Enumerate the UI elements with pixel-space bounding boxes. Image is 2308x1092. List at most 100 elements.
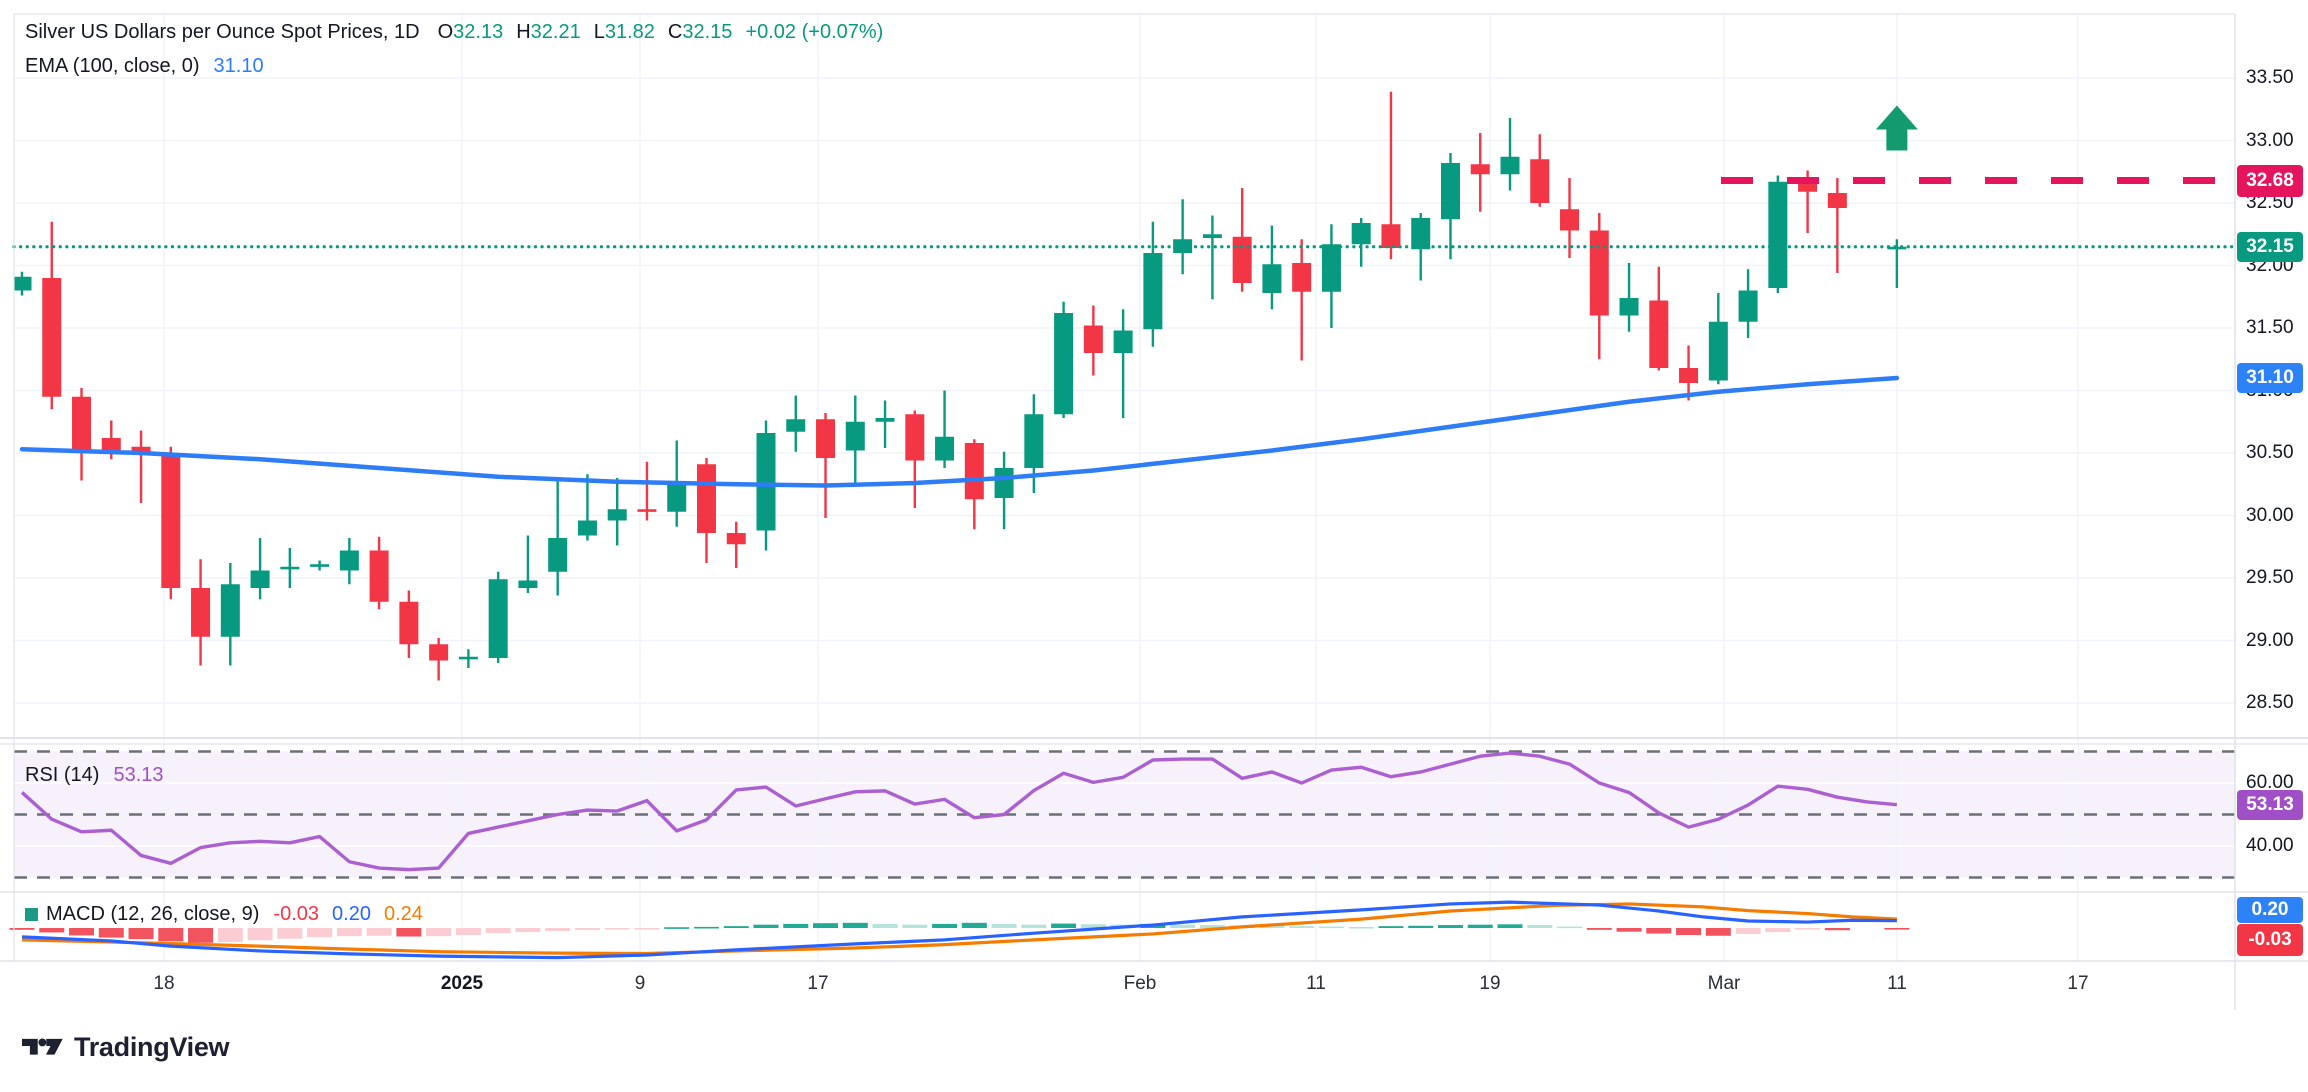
candle [786, 419, 806, 432]
candle [161, 455, 181, 588]
candle [816, 419, 836, 458]
candle [1619, 298, 1639, 316]
candle [369, 550, 389, 602]
candle [637, 509, 657, 512]
candle [1470, 164, 1490, 175]
macd-hist-value: -0.03 [273, 903, 320, 925]
candle [1738, 290, 1758, 322]
macd-line-value: 0.20 [332, 903, 371, 925]
time-tick-label: 17 [2067, 973, 2089, 994]
tradingview-logo-text: TradingView [74, 1032, 230, 1062]
time-tick-label: 18 [153, 973, 175, 994]
macd-legend[interactable]: MACD (12, 26, close, 9) -0.03 0.20 0.24 [25, 903, 423, 926]
candle [131, 446, 151, 453]
rsi-label: RSI (14) [25, 764, 100, 786]
price-tick-label: 30.50 [2246, 442, 2294, 463]
candle [42, 278, 62, 397]
rsi-legend[interactable]: RSI (14) 53.13 [25, 764, 164, 787]
candle [518, 580, 538, 588]
candle [1679, 368, 1699, 383]
time-tick-label: Mar [1707, 973, 1741, 994]
rsi-dashed-levels [14, 750, 2235, 879]
gridlines [14, 14, 2235, 961]
macd-indicator-icon [25, 908, 38, 921]
last-price-badge: 32.15 [2237, 231, 2303, 262]
rsi-value: 53.13 [113, 764, 164, 786]
candle [577, 520, 597, 536]
candle [1440, 163, 1460, 220]
price-tick-label: 28.50 [2246, 692, 2294, 713]
tradingview-logo[interactable]: TradingView [22, 1032, 230, 1063]
rsi-tick-label: 40.00 [2246, 835, 2294, 856]
candle [1054, 313, 1074, 415]
time-tick-label: 11 [1887, 973, 1907, 994]
marker-layer [1875, 105, 1918, 151]
price-tick-label: 29.00 [2246, 629, 2294, 651]
resistance-price-badge[interactable]: 32.68 [2237, 164, 2303, 197]
candle [905, 414, 925, 461]
candle [1530, 159, 1550, 203]
candle [935, 436, 955, 461]
ema-label: EMA (100, close, 0) [25, 55, 200, 77]
candle [1024, 414, 1044, 468]
candle [1083, 325, 1103, 353]
candle [1768, 181, 1788, 288]
candle [1560, 209, 1580, 231]
symbol-legend[interactable]: Silver US Dollars per Ounce Spot Prices,… [25, 21, 883, 44]
candle [280, 566, 300, 570]
candle [1202, 234, 1222, 238]
ohlc-open: O32.13 [437, 21, 504, 43]
candle [1143, 253, 1163, 330]
candle [1113, 330, 1133, 353]
ema-price-badge: 31.10 [2237, 363, 2303, 393]
candle [250, 570, 270, 588]
time-tick-label: 9 [634, 973, 646, 994]
ema-legend[interactable]: EMA (100, close, 0) 31.10 [25, 55, 264, 78]
rsi-value-badge: 53.13 [2237, 789, 2303, 820]
candle [1411, 218, 1431, 250]
candle [1321, 244, 1341, 292]
candle [488, 579, 508, 658]
candle [191, 588, 211, 637]
panel-separators [0, 13, 2308, 1010]
candle [607, 509, 627, 521]
candle [1381, 224, 1401, 248]
price-tick-label: 31.50 [2246, 317, 2294, 338]
candle [994, 468, 1014, 498]
ema-value: 31.10 [213, 55, 264, 77]
candle [548, 538, 568, 572]
macd-label: MACD (12, 26, close, 9) [46, 903, 260, 925]
candle [72, 396, 92, 453]
macd-histogram [9, 922, 1910, 943]
candle [1500, 156, 1520, 175]
candles-layer [14, 91, 1907, 681]
price-tick-label: 32.50 [2246, 192, 2294, 213]
price-tick-label: 33.50 [2246, 67, 2294, 88]
rsi-line [20, 751, 1898, 872]
candle [756, 433, 776, 531]
candle [399, 601, 419, 645]
ohlc-low: L31.82 [593, 21, 655, 43]
candle [429, 644, 449, 661]
candle [1262, 264, 1282, 293]
price-lines [12, 177, 2237, 249]
candle [875, 418, 895, 422]
time-tick-label: Feb [1123, 973, 1157, 994]
candle [726, 533, 746, 545]
candle [964, 443, 984, 500]
candle [696, 464, 716, 533]
up-arrow-marker[interactable] [1875, 105, 1918, 151]
candle [1798, 183, 1818, 192]
price-change: +0.02 (+0.07%) [745, 21, 884, 43]
candle [1708, 321, 1728, 381]
price-tick-label: 29.50 [2246, 567, 2294, 588]
candle [1887, 246, 1907, 250]
ohlc-high: H32.21 [516, 21, 581, 43]
candle [1649, 300, 1669, 368]
candle [1292, 263, 1312, 292]
candle [1827, 193, 1847, 208]
symbol-title: Silver US Dollars per Ounce Spot Prices,… [25, 21, 420, 43]
candle [310, 564, 330, 567]
